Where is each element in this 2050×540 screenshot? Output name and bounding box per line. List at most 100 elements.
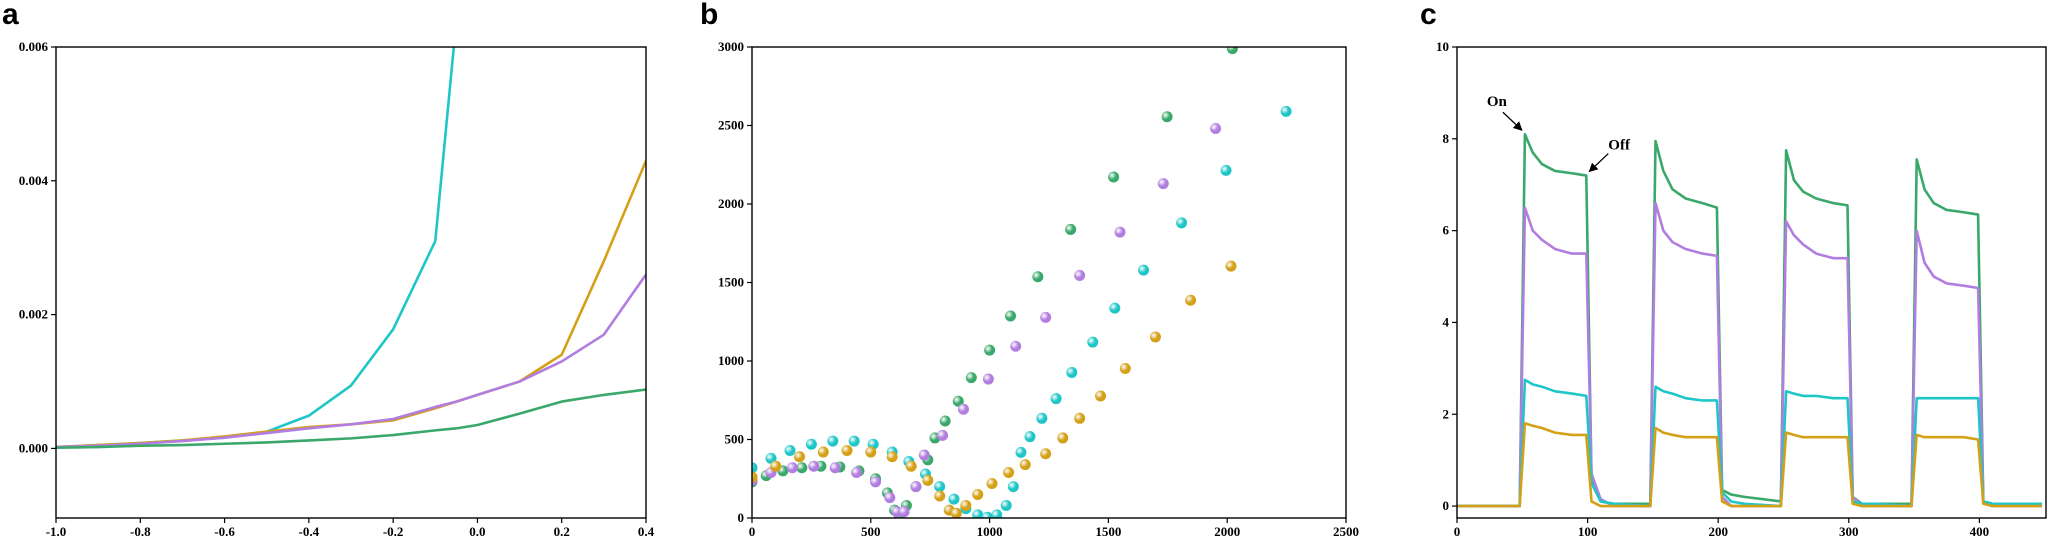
scatter-point bbox=[865, 446, 877, 458]
scatter-point bbox=[796, 462, 808, 474]
scatter-point bbox=[1114, 226, 1126, 238]
scatter-point bbox=[1050, 393, 1062, 405]
y-tick-label: 8 bbox=[1443, 131, 1450, 146]
plot-frame bbox=[55, 46, 647, 519]
scatter-point bbox=[817, 446, 829, 458]
x-tick-label: -0.4 bbox=[299, 524, 320, 539]
x-tick-label: 0.2 bbox=[554, 524, 570, 539]
y-tick-label: 0 bbox=[738, 510, 745, 525]
scatter-point bbox=[1220, 164, 1232, 176]
y-tick-label: 2000 bbox=[718, 196, 744, 211]
panel-title: a bbox=[2, 0, 19, 31]
scatter-point bbox=[986, 477, 998, 489]
scatter-point bbox=[965, 372, 977, 384]
scatter-point bbox=[1119, 363, 1131, 375]
scatter-point bbox=[886, 451, 898, 463]
scatter-point bbox=[972, 488, 984, 500]
x-tick-label: 300 bbox=[1839, 524, 1859, 539]
scatter-point bbox=[1024, 431, 1036, 443]
plot-area bbox=[56, 47, 646, 450]
y-tick-label: 4 bbox=[1443, 314, 1450, 329]
y-tick-label: 1500 bbox=[718, 275, 744, 290]
scatter-point bbox=[905, 460, 917, 472]
x-tick-label: 0.4 bbox=[638, 524, 655, 539]
scatter-point bbox=[1003, 466, 1015, 478]
scatter-point bbox=[848, 435, 860, 447]
scatter-point bbox=[805, 438, 817, 450]
scatter-point bbox=[784, 444, 796, 456]
annotation-arrow bbox=[1588, 153, 1609, 173]
y-tick-label: 500 bbox=[725, 432, 745, 447]
scatter-point bbox=[1005, 310, 1017, 322]
scatter-point bbox=[1176, 217, 1188, 229]
scatter-point bbox=[922, 474, 934, 486]
scatter-point bbox=[984, 344, 996, 356]
scatter-point bbox=[1149, 331, 1161, 343]
y-tick-label: 0.004 bbox=[19, 173, 49, 188]
x-tick-label: 100 bbox=[1578, 524, 1598, 539]
plot-area bbox=[1457, 132, 2043, 508]
plot-frame bbox=[751, 46, 1347, 519]
annotation-arrow bbox=[1502, 111, 1523, 131]
scatter-point bbox=[770, 460, 782, 472]
scatter-point bbox=[1057, 432, 1069, 444]
scatter-point bbox=[1007, 481, 1019, 493]
y-tick-label: 2500 bbox=[718, 118, 744, 133]
y-tick-label: 0 bbox=[1443, 498, 1450, 513]
scatter-point bbox=[1015, 446, 1027, 458]
x-tick-label: -1.0 bbox=[46, 524, 67, 539]
x-tick-label: -0.8 bbox=[130, 524, 151, 539]
annotation: On bbox=[1487, 94, 1508, 110]
scatter-point bbox=[1138, 264, 1150, 276]
scatter-point bbox=[910, 481, 922, 493]
scatter-point bbox=[950, 507, 962, 518]
x-tick-label: 0 bbox=[1454, 524, 1461, 539]
scatter-point bbox=[937, 429, 949, 441]
scatter-point bbox=[870, 476, 882, 488]
scatter-point bbox=[972, 509, 984, 518]
series-line bbox=[1457, 201, 2043, 508]
scatter-point bbox=[1095, 390, 1107, 402]
y-tick-label: 1000 bbox=[718, 353, 744, 368]
scatter-point bbox=[898, 506, 910, 518]
scatter-point bbox=[884, 492, 896, 504]
scatter-point bbox=[1040, 311, 1052, 323]
scatter-point bbox=[1010, 340, 1022, 352]
annotation: Off bbox=[1608, 138, 1631, 154]
x-tick-label: -0.6 bbox=[214, 524, 235, 539]
scatter-point bbox=[1108, 171, 1120, 183]
y-tick-label: 10 bbox=[1436, 39, 1449, 54]
panel-title: c bbox=[1420, 0, 1437, 31]
scatter-point bbox=[960, 499, 972, 511]
scatter-point bbox=[1225, 260, 1237, 272]
scatter-point bbox=[786, 462, 798, 474]
scatter-point bbox=[1157, 178, 1169, 190]
x-tick-label: -0.2 bbox=[383, 524, 404, 539]
scatter-point bbox=[1109, 302, 1121, 314]
scatter-point bbox=[851, 466, 863, 478]
scatter-point bbox=[1087, 336, 1099, 348]
scatter-point bbox=[808, 460, 820, 472]
scatter-point bbox=[918, 449, 930, 461]
scatter-point bbox=[1280, 105, 1292, 117]
scatter-point bbox=[1036, 412, 1048, 424]
series-line bbox=[1457, 132, 2043, 508]
scatter-point bbox=[1210, 122, 1222, 134]
scatter-point bbox=[829, 462, 841, 474]
scatter-point bbox=[827, 435, 839, 447]
x-tick-label: 1500 bbox=[1095, 524, 1121, 539]
scatter-point bbox=[1226, 47, 1238, 55]
scatter-point bbox=[752, 471, 758, 483]
series-line bbox=[56, 388, 646, 450]
scatter-point bbox=[1032, 271, 1044, 283]
scatter-point bbox=[794, 451, 806, 463]
scatter-point bbox=[1019, 459, 1031, 471]
scatter-point bbox=[948, 493, 960, 505]
x-tick-label: 400 bbox=[1970, 524, 1990, 539]
series-line bbox=[1457, 378, 2043, 508]
scatter-point bbox=[1040, 448, 1052, 460]
x-tick-label: 500 bbox=[861, 524, 881, 539]
scatter-point bbox=[1161, 111, 1173, 123]
scatter-point bbox=[982, 373, 994, 385]
